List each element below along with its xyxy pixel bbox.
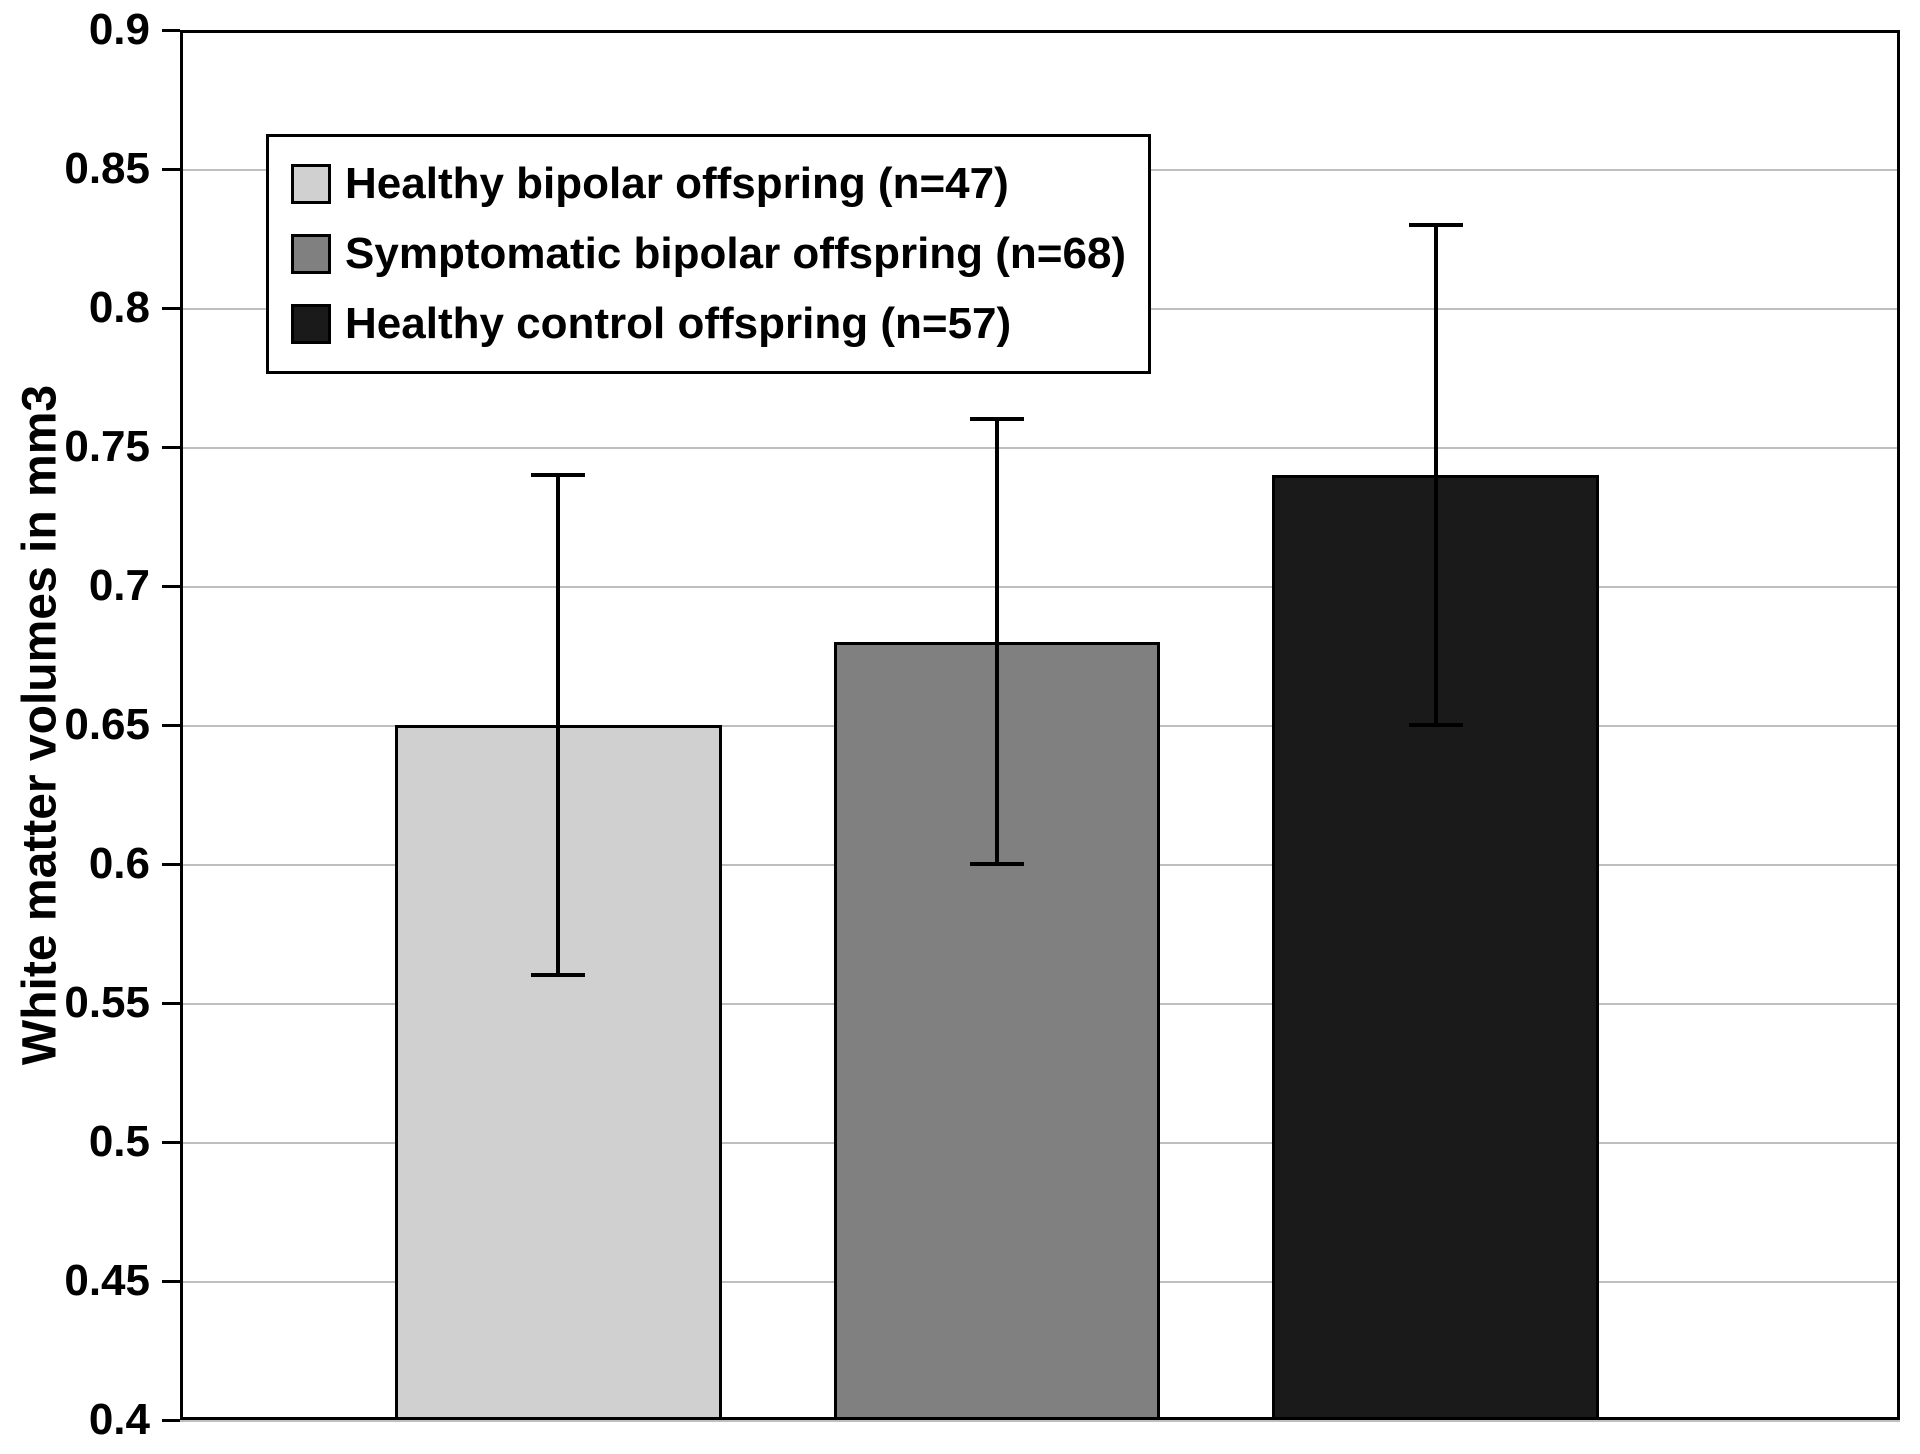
legend-item-healthy-bipolar: Healthy bipolar offspring (n=47) xyxy=(291,159,1126,209)
y-tick-mark xyxy=(162,307,180,310)
y-tick-mark xyxy=(162,863,180,866)
legend-label: Healthy bipolar offspring (n=47) xyxy=(345,159,1009,209)
y-tick-label: 0.55 xyxy=(0,978,150,1028)
y-tick-mark xyxy=(162,168,180,171)
legend-swatch xyxy=(291,234,331,274)
y-tick-mark xyxy=(162,1280,180,1283)
bar-chart: White matter volumes in mm3 0.40.450.50.… xyxy=(0,0,1920,1454)
legend: Healthy bipolar offspring (n=47) Symptoma… xyxy=(266,134,1151,374)
gridline xyxy=(180,1420,1900,1422)
y-tick-mark xyxy=(162,1419,180,1422)
y-tick-label: 0.75 xyxy=(0,422,150,472)
gridline xyxy=(180,30,1900,32)
legend-label: Symptomatic bipolar offspring (n=68) xyxy=(345,229,1126,279)
legend-swatch xyxy=(291,304,331,344)
y-tick-label: 0.4 xyxy=(0,1395,150,1445)
y-tick-label: 0.5 xyxy=(0,1117,150,1167)
y-tick-label: 0.65 xyxy=(0,700,150,750)
y-tick-label: 0.7 xyxy=(0,561,150,611)
legend-swatch xyxy=(291,164,331,204)
y-tick-mark xyxy=(162,29,180,32)
legend-item-symptomatic-bipolar: Symptomatic bipolar offspring (n=68) xyxy=(291,229,1126,279)
gridline xyxy=(180,586,1900,588)
legend-item-healthy-control: Healthy control offspring (n=57) xyxy=(291,299,1126,349)
bar-symptomatic-bipolar xyxy=(834,642,1161,1420)
y-tick-label: 0.6 xyxy=(0,839,150,889)
y-tick-label: 0.85 xyxy=(0,144,150,194)
y-tick-mark xyxy=(162,446,180,449)
gridline xyxy=(180,447,1900,449)
y-tick-mark xyxy=(162,724,180,727)
bar-healthy-bipolar xyxy=(395,725,722,1420)
bar-healthy-control xyxy=(1272,475,1599,1420)
y-tick-label: 0.8 xyxy=(0,283,150,333)
y-tick-label: 0.9 xyxy=(0,5,150,55)
y-tick-label: 0.45 xyxy=(0,1256,150,1306)
y-tick-mark xyxy=(162,1141,180,1144)
legend-label: Healthy control offspring (n=57) xyxy=(345,299,1011,349)
y-tick-mark xyxy=(162,1002,180,1005)
y-tick-mark xyxy=(162,585,180,588)
